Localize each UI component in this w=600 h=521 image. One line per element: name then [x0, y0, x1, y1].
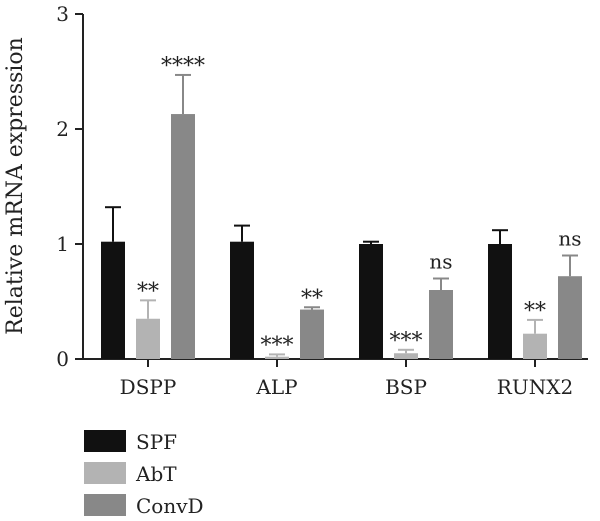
x-tick-label: BSP: [385, 375, 427, 399]
significance-label: ns: [429, 250, 452, 274]
bar-abt-dspp: [136, 318, 160, 359]
legend-swatch-abt: [84, 462, 126, 484]
legend-label: SPF: [136, 430, 177, 454]
bar-spf-bsp: [359, 244, 383, 359]
legend-label: AbT: [135, 462, 177, 486]
significance-label: **: [524, 299, 546, 324]
bar-abt-alp: [265, 356, 289, 359]
bar-abt-runx2: [523, 333, 547, 359]
significance-label: ****: [161, 54, 205, 79]
significance-label: **: [137, 279, 159, 304]
x-tick-label: RUNX2: [497, 375, 573, 399]
bar-convd-runx2: [558, 276, 582, 359]
significance-label: ns: [558, 227, 581, 251]
y-axis-label: Relative mRNA expression: [3, 37, 28, 335]
bar-convd-bsp: [429, 290, 453, 359]
legend-label: ConvD: [136, 494, 204, 518]
x-tick-label: DSPP: [120, 375, 177, 399]
x-tick-label: ALP: [255, 375, 297, 399]
bar-spf-dspp: [101, 241, 125, 359]
y-tick-label: 1: [56, 232, 69, 256]
y-tick-label: 0: [56, 347, 69, 371]
significance-label: **: [301, 286, 323, 311]
legend-swatch-spf: [84, 430, 126, 452]
bar-convd-alp: [300, 309, 324, 359]
y-tick-label: 3: [56, 2, 69, 26]
bar-convd-dspp: [171, 114, 195, 359]
bar-abt-bsp: [394, 353, 418, 359]
bar-spf-alp: [230, 241, 254, 359]
significance-label: ***: [261, 333, 294, 358]
significance-label: ***: [390, 329, 423, 354]
legend-swatch-convd: [84, 494, 126, 516]
bar-spf-runx2: [488, 244, 512, 359]
y-tick-label: 2: [56, 117, 69, 141]
legend: SPF AbT ConvD: [84, 430, 204, 518]
